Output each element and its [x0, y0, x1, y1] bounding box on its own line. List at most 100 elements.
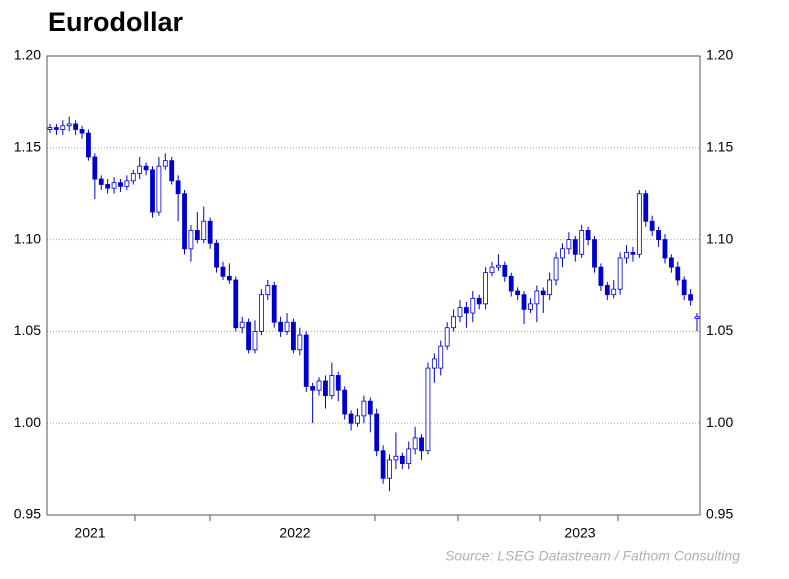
candle-body [636, 193, 642, 255]
y2-tick-label: 1.15 [706, 139, 733, 155]
candle-body [438, 345, 444, 369]
candle-body [624, 252, 629, 259]
candle-body [226, 275, 232, 281]
candle-body [265, 285, 271, 296]
candle-body [528, 303, 533, 310]
x-year-label: 2023 [564, 525, 595, 541]
candle-body [194, 230, 200, 240]
candle-body [393, 455, 399, 461]
candle-body [207, 220, 213, 244]
candle-body [323, 380, 328, 397]
candle-body [496, 264, 501, 268]
candle-body [54, 127, 59, 130]
candle-body [547, 279, 553, 296]
candle-body [553, 257, 559, 281]
candle-body [348, 413, 354, 424]
candle-body [515, 290, 521, 296]
candle-body [694, 316, 700, 319]
candle-body [130, 173, 136, 182]
candle-body [73, 123, 79, 130]
y-tick-label: 1.10 [14, 230, 41, 246]
candle-body [271, 285, 277, 323]
candle-body [246, 321, 251, 351]
candle-body [278, 321, 284, 332]
y2-tick-label: 1.00 [706, 414, 733, 430]
candle-body [335, 375, 341, 391]
source-note: Source: LSEG Datastream / Fathom Consult… [445, 548, 740, 564]
candle-body [630, 252, 636, 255]
candle-body [182, 193, 187, 250]
candle-body [175, 180, 181, 195]
candle-body [444, 327, 450, 347]
candle-body [489, 266, 495, 274]
x-year-label: 2021 [74, 525, 105, 541]
candle-body [617, 257, 623, 290]
candle-body [374, 413, 380, 452]
candle-body [662, 239, 668, 259]
candle-body [162, 160, 168, 167]
candle-body [502, 264, 508, 277]
candle-body [60, 125, 66, 130]
y2-tick-label: 0.95 [706, 506, 733, 522]
y-tick-label: 0.95 [14, 506, 41, 522]
candle-body [463, 307, 469, 314]
candle-body [451, 316, 456, 329]
candle-body [201, 220, 207, 241]
candle-body [579, 230, 585, 255]
chart-title: Eurodollar [48, 7, 184, 37]
candle-body [425, 367, 431, 452]
candle-body [310, 386, 316, 391]
candle-body [688, 294, 693, 301]
candle-body [476, 297, 482, 305]
y-tick-label: 1.20 [14, 47, 41, 63]
candle-body [169, 160, 175, 182]
candle-body [66, 123, 72, 127]
candle-body [649, 220, 655, 231]
candle-body [668, 257, 674, 268]
candle-body [156, 165, 162, 213]
candle-body [291, 321, 296, 351]
candle-body [572, 239, 578, 255]
candle-body [137, 165, 143, 174]
candle-body [143, 165, 149, 171]
candle-body [105, 184, 111, 189]
candle-body [604, 285, 610, 296]
candle-body [214, 242, 219, 268]
candle-body [566, 239, 572, 250]
candle-body [188, 230, 194, 250]
candle-body [92, 156, 98, 180]
candle-body [457, 307, 463, 318]
candle-body [412, 437, 418, 450]
candle-body [233, 279, 239, 329]
candle-body [387, 459, 392, 479]
candle-body [150, 169, 155, 213]
candle-body [643, 193, 649, 222]
x-year-label: 2022 [279, 525, 310, 541]
y-tick-label: 1.15 [14, 139, 41, 155]
candle-body [470, 297, 476, 314]
candle-body [297, 334, 303, 351]
candle-body [681, 279, 687, 296]
candle-body [355, 415, 360, 424]
candle-body [316, 380, 322, 391]
candle-body [342, 389, 348, 415]
plot-frame [46, 55, 701, 516]
candle-body [239, 321, 245, 329]
candle-body [303, 334, 309, 387]
candle-body [399, 455, 405, 464]
candle-body [534, 290, 540, 305]
candle-body [585, 230, 591, 240]
candle-body [361, 400, 367, 417]
candle-body [592, 239, 597, 268]
candle-body [419, 437, 424, 452]
candle-body [98, 178, 104, 185]
candle-body [329, 375, 335, 397]
candle-body [111, 182, 117, 189]
candle-body [598, 266, 604, 286]
candle-body [540, 290, 546, 296]
candle-body [47, 127, 53, 130]
y-tick-label: 1.00 [14, 414, 41, 430]
y2-tick-label: 1.05 [706, 322, 733, 338]
y2-tick-label: 1.10 [706, 230, 733, 246]
